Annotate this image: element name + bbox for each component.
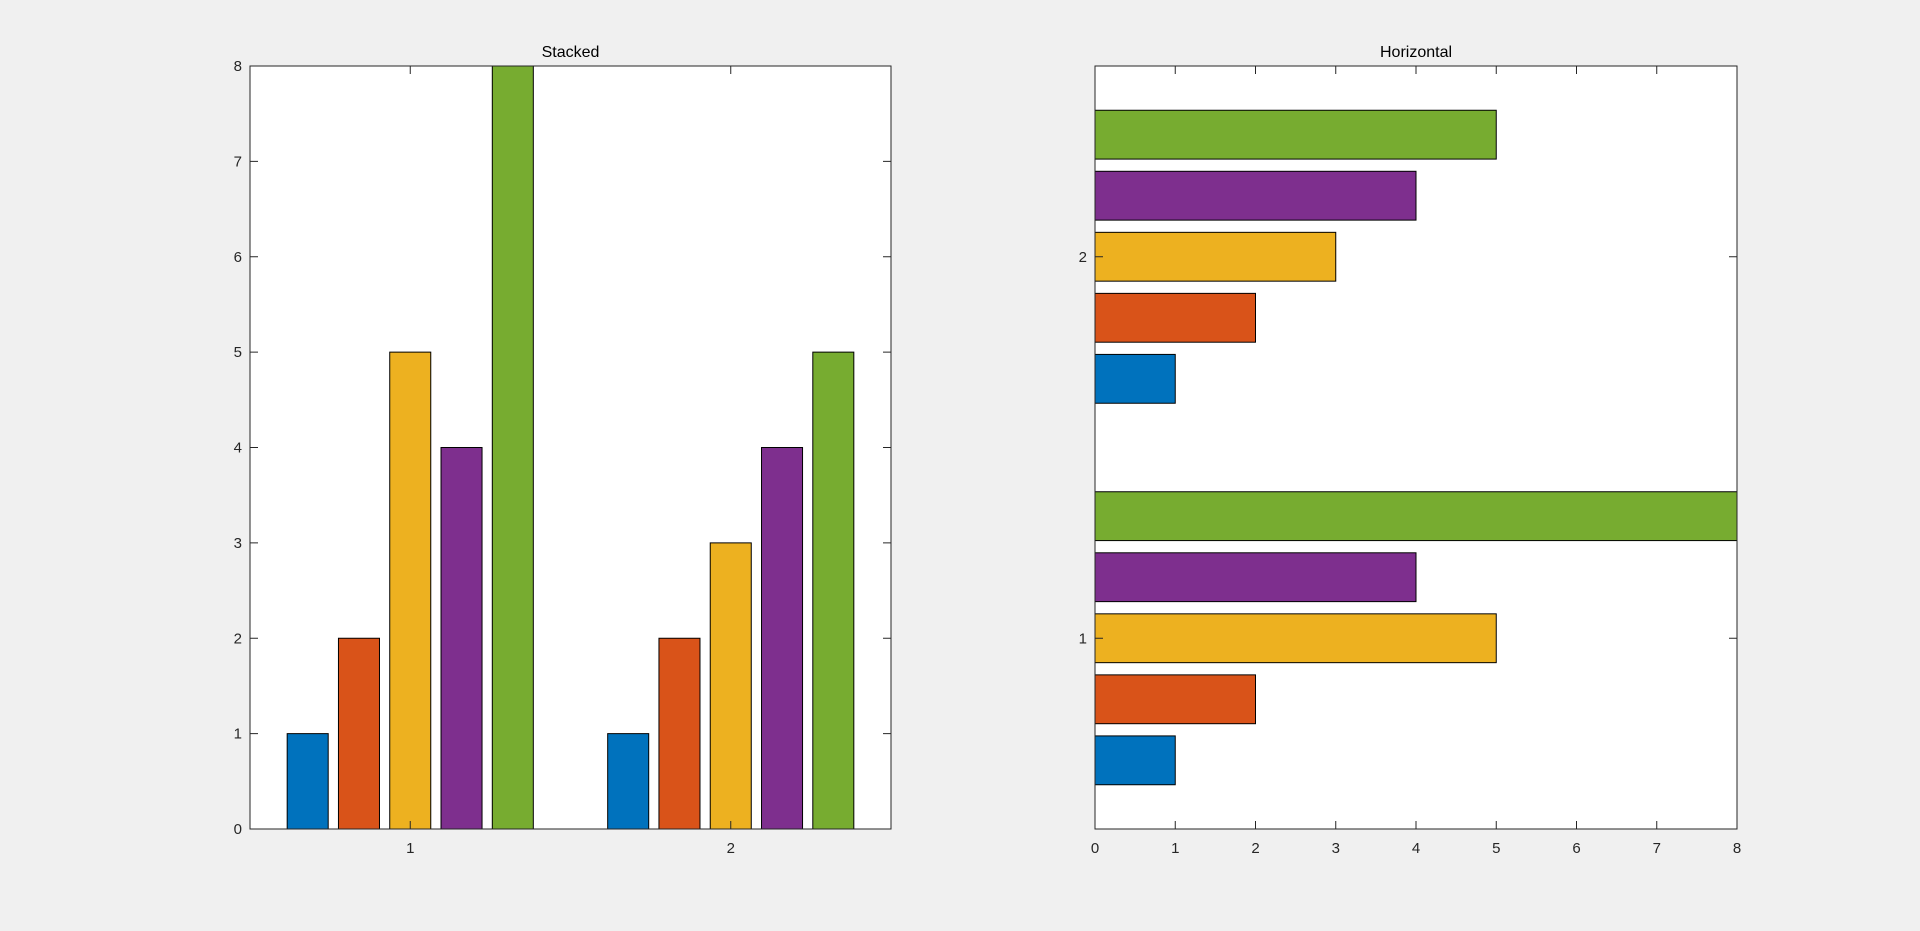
axes-stacked: 1 2 0 1 2 3 4 5 6 7 8 Stacked	[234, 44, 892, 857]
bar-cat2-s5	[812, 351, 855, 830]
bar-cat1-s5	[491, 65, 534, 830]
y-tick-label: 8	[234, 58, 242, 75]
x-tick-label: 2	[727, 840, 735, 857]
bar-cat1-s4	[440, 447, 483, 830]
bar-cat2-s1	[607, 733, 650, 830]
y-tick-label: 6	[234, 249, 242, 266]
hbar-cat1-s4	[1094, 552, 1417, 603]
hbar-cat2-s1	[1094, 353, 1176, 404]
bar-cat1-s1	[286, 733, 329, 830]
hbar-cat1-s3	[1094, 613, 1497, 664]
axes-stacked-bars	[286, 65, 855, 830]
x-tick-label: 8	[1733, 840, 1741, 857]
y-tick-label: 7	[234, 153, 242, 170]
y-tick-label: 4	[234, 440, 242, 457]
x-tick-label: 3	[1332, 840, 1340, 857]
bar-cat2-s4	[761, 447, 804, 830]
x-tick-label: 5	[1492, 840, 1500, 857]
axes-horizontal-bars	[1094, 109, 1738, 786]
axes-horizontal: 1 2 0 1 2 3 4 5 6 7 8 Horizontal	[1079, 44, 1742, 857]
x-tick-label: 2	[1251, 840, 1259, 857]
y-tick-label: 3	[234, 535, 242, 552]
bar-cat2-s2	[658, 637, 701, 830]
hbar-cat2-s3	[1094, 231, 1337, 282]
y-tick-label: 1	[234, 726, 242, 743]
x-tick-label: 1	[406, 840, 414, 857]
y-tick-label: 1	[1079, 630, 1087, 647]
x-tick-label: 4	[1412, 840, 1420, 857]
hbar-cat2-s4	[1094, 170, 1417, 221]
y-tick-label: 5	[234, 344, 242, 361]
y-tick-label: 0	[234, 821, 242, 838]
axes-stacked-frame	[249, 65, 892, 830]
y-tick-label: 2	[234, 630, 242, 647]
bar-cat1-s2	[337, 637, 380, 830]
bar-cat2-s3	[709, 542, 752, 830]
x-tick-label: 0	[1091, 840, 1099, 857]
hbar-cat1-s1	[1094, 735, 1176, 786]
axes-horizontal-ticks: 1 2 0 1 2 3 4 5 6 7 8	[1079, 66, 1741, 857]
y-tick-label: 2	[1079, 249, 1087, 266]
axes-horizontal-title: Horizontal	[1380, 44, 1452, 61]
x-tick-label: 7	[1653, 840, 1661, 857]
x-tick-label: 6	[1572, 840, 1580, 857]
hbar-cat1-s2	[1094, 674, 1256, 725]
x-tick-label: 1	[1171, 840, 1179, 857]
axes-horizontal-frame	[1094, 65, 1738, 830]
bar-cat1-s3	[389, 351, 432, 830]
axes-stacked-title: Stacked	[542, 44, 600, 61]
hbar-cat2-s5	[1094, 109, 1497, 160]
hbar-cat1-s5	[1094, 491, 1738, 542]
hbar-cat2-s2	[1094, 292, 1256, 343]
